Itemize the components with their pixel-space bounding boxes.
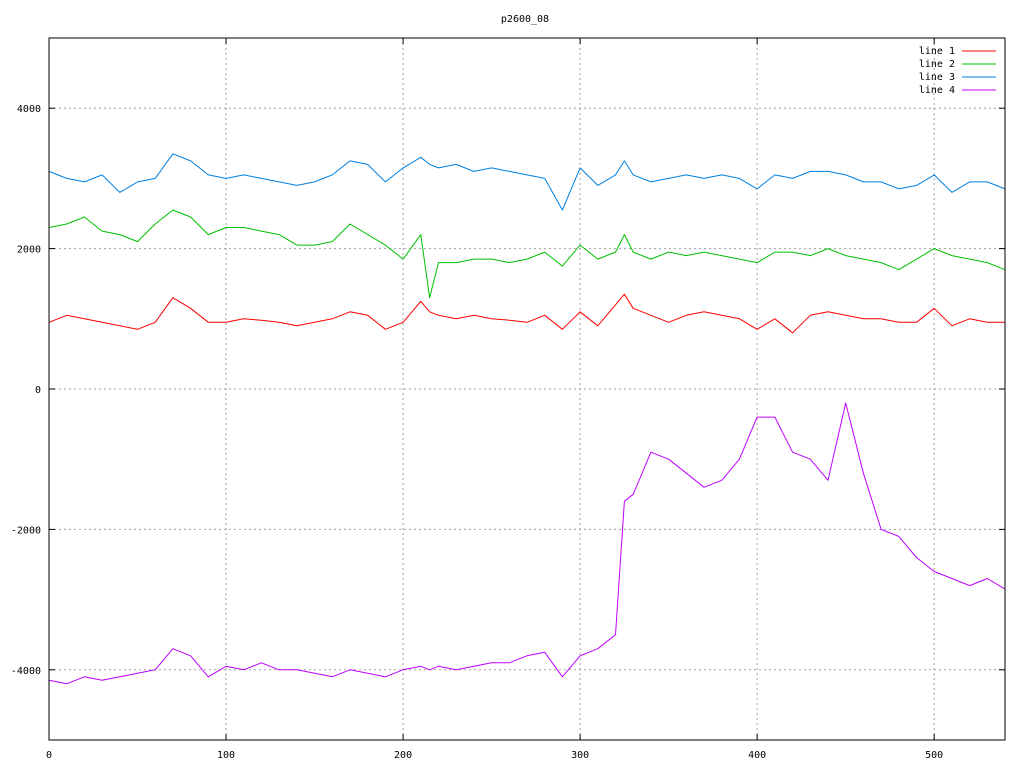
y-tick-label: 0 (35, 385, 41, 396)
x-tick-label: 400 (748, 750, 766, 761)
x-tick-label: 300 (571, 750, 589, 761)
legend: line 1 line 2 line 3 line 4 (919, 46, 996, 96)
legend-label: line 2 (919, 59, 955, 70)
x-tick-label: 0 (46, 750, 52, 761)
series-line-1 (48, 293, 1005, 334)
series-line-2 (48, 209, 1006, 299)
legend-label: line 3 (919, 72, 955, 83)
legend-label: line 4 (919, 85, 955, 96)
y-tick-label: -2000 (11, 525, 41, 536)
series-lines (48, 153, 1006, 685)
x-tick-label: 200 (394, 750, 412, 761)
series-line-4 (48, 402, 1006, 685)
series-line-3 (48, 153, 1006, 211)
y-tick-label: 2000 (17, 245, 41, 256)
x-tick-label: 500 (925, 750, 943, 761)
grid-lines (49, 38, 1005, 740)
chart-title: p2600_08 (501, 14, 549, 25)
axis-ticks: 0 100 200 300 400 500 -4000 -2000 0 2000 4000 (11, 38, 1005, 761)
x-tick-label: 100 (217, 750, 235, 761)
y-tick-label: 4000 (17, 104, 41, 115)
y-tick-label: -4000 (11, 666, 41, 677)
legend-label: line 1 (919, 46, 955, 57)
